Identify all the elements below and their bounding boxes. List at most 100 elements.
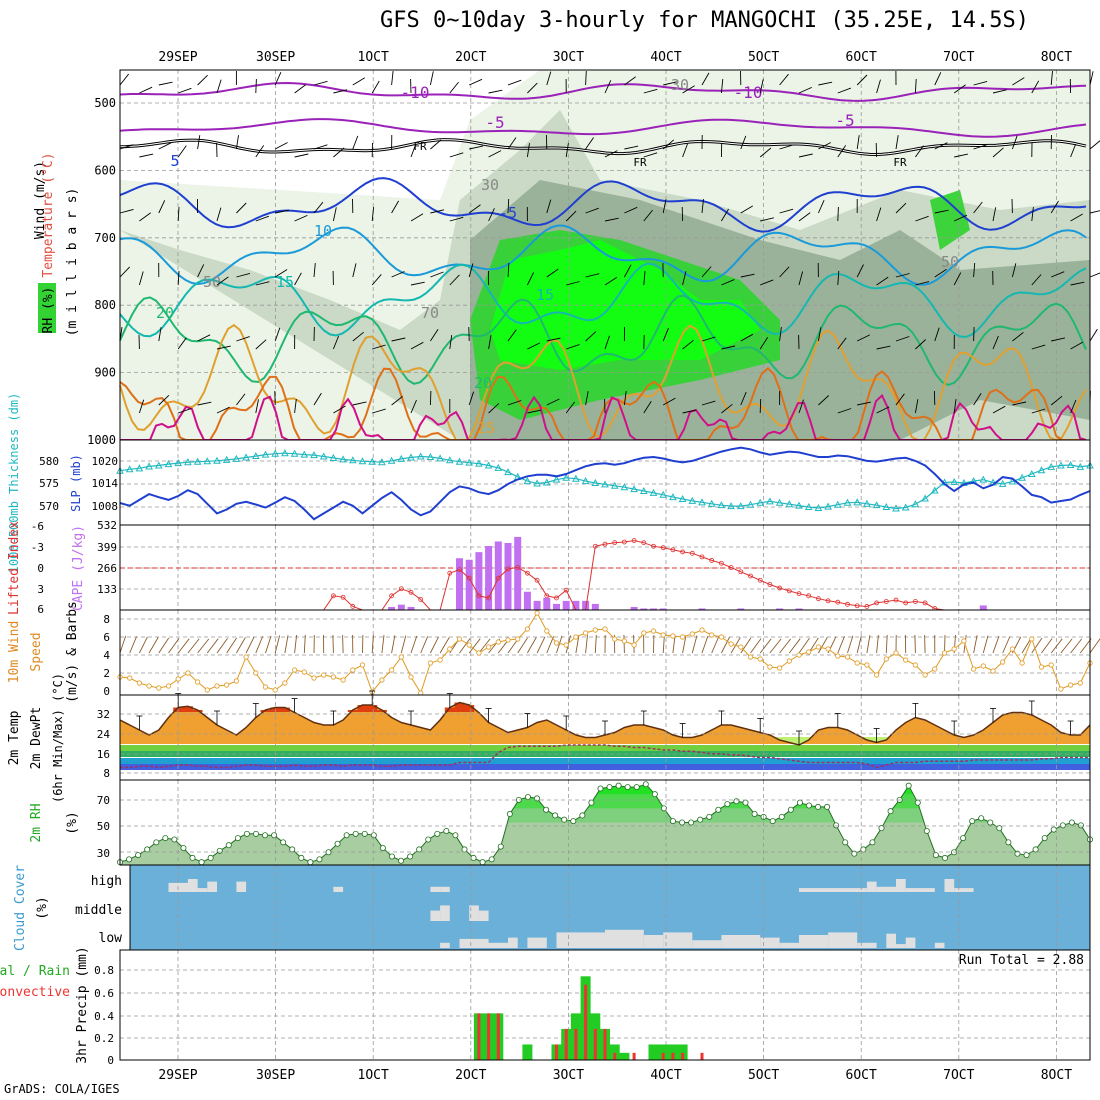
wind-barb: [177, 337, 187, 350]
wind-barb: [1031, 408, 1046, 414]
rh-marker: [225, 842, 232, 849]
rh-marker: [1050, 826, 1057, 833]
wind-barb: [759, 398, 762, 414]
thickness-marker: [775, 498, 784, 506]
wind-barb: [119, 208, 134, 214]
rh-marker: [769, 818, 776, 825]
cape-bar: [582, 600, 590, 610]
wind-barb: [759, 336, 769, 350]
thickness-marker: [736, 502, 745, 510]
wind-barb: [818, 81, 833, 86]
thickness-marker: [475, 459, 483, 467]
wind10m-barb: [1002, 636, 1011, 654]
wind-barb: [429, 71, 434, 86]
wind10m-speed-marker: [582, 630, 589, 636]
ylabel-pressure: (m i l l i b a r s): [65, 188, 80, 337]
wind-barb: [177, 206, 180, 222]
thickness-marker: [552, 475, 561, 483]
precip-convective-bar: [584, 984, 588, 1060]
wind-barb: [623, 391, 627, 406]
precip-convective-bar: [487, 1013, 491, 1060]
wind10m-speed-marker: [903, 657, 909, 663]
rh-marker: [162, 835, 169, 842]
wind10m-speed-marker: [388, 667, 395, 673]
wind10m-speed-marker: [233, 678, 239, 684]
rh-marker: [1059, 822, 1066, 829]
wind10m-barb: [148, 637, 159, 654]
rh-marker: [289, 846, 296, 853]
cloud-low-bar: [692, 940, 722, 948]
thickness-marker: [174, 459, 183, 467]
precip-tick-label: 0.2: [94, 1032, 114, 1045]
thickness-marker: [271, 449, 280, 457]
wind10m-barb: [129, 636, 138, 654]
precip-convective-bar: [661, 1052, 665, 1060]
rh-marker: [126, 856, 133, 863]
wind-barb: [876, 345, 891, 350]
rh-marker: [370, 832, 377, 839]
contour-label: 15: [276, 273, 294, 291]
wind-barb: [488, 403, 500, 414]
contour-plus25: [119, 323, 1087, 442]
thickness-marker: [242, 453, 250, 461]
thickness-marker: [387, 456, 396, 464]
temp-hot-fill: [444, 707, 455, 712]
thickness-marker: [542, 478, 551, 486]
wind-barb: [759, 79, 764, 94]
ylabel-precip-total: Total / Rain: [0, 964, 70, 979]
wind-barb: [1051, 337, 1065, 342]
lifted-index-marker: [612, 540, 618, 546]
wind-barb: [333, 405, 346, 414]
wind10m-speed-marker: [873, 672, 880, 678]
wind10m-speed-marker: [379, 677, 385, 683]
cape-bar: [650, 608, 657, 610]
contour-label: 50: [941, 253, 959, 271]
wind10m-speed-marker: [573, 634, 579, 640]
wind-barb: [837, 206, 839, 222]
wind-barb: [992, 89, 1007, 94]
wind-barb: [856, 135, 860, 150]
rh-marker: [470, 854, 477, 861]
lifted-index-marker: [408, 589, 414, 595]
wind10m-barb: [255, 636, 264, 654]
wind10m-speed-marker: [524, 626, 531, 632]
thickness-marker: [659, 490, 668, 498]
wind-barb: [236, 272, 251, 278]
thickness-marker: [824, 502, 832, 510]
precip-total-bar: [667, 1044, 678, 1060]
rh-marker: [416, 846, 423, 853]
wind-barb: [449, 216, 464, 222]
rh-marker: [679, 819, 686, 826]
wind-barb: [585, 331, 597, 342]
wind10m-speed-marker: [621, 638, 628, 644]
wind-barb: [934, 209, 949, 214]
wind-barb: [507, 137, 517, 150]
ylabel-precip-convective: Convective: [0, 985, 70, 1000]
temp-hot-fill: [182, 706, 193, 712]
ylabel-wind10m-speed: Speed: [29, 632, 44, 671]
wind-barb: [158, 142, 172, 150]
cape-bar: [562, 600, 570, 610]
wind-barb: [216, 406, 230, 414]
wind10m-speed-marker: [408, 674, 414, 680]
rh-marker: [135, 852, 142, 859]
lifted-index-marker: [864, 604, 870, 609]
wind-barb: [565, 210, 577, 222]
thickness-line: [119, 452, 1091, 510]
cape-tick-label: 133: [97, 583, 117, 596]
credit-label: GrADS: COLA/IGES: [4, 1082, 120, 1096]
wind-barb: [197, 74, 208, 86]
wind10m-speed-marker: [534, 610, 540, 616]
thickness-marker: [766, 497, 774, 505]
wind-barb: [138, 271, 144, 286]
precip-convective-bar: [681, 1052, 685, 1060]
wind10m-barb: [381, 635, 385, 654]
wind-barb: [294, 153, 309, 158]
wind-barb: [138, 399, 145, 414]
wind-barb: [624, 264, 632, 278]
contour-label: -5: [485, 113, 504, 132]
lifted-index-marker: [670, 547, 676, 553]
contour-label: 10: [314, 222, 332, 240]
date-label-top: 8OCT: [1041, 50, 1072, 65]
lifted-index-marker: [398, 586, 404, 592]
